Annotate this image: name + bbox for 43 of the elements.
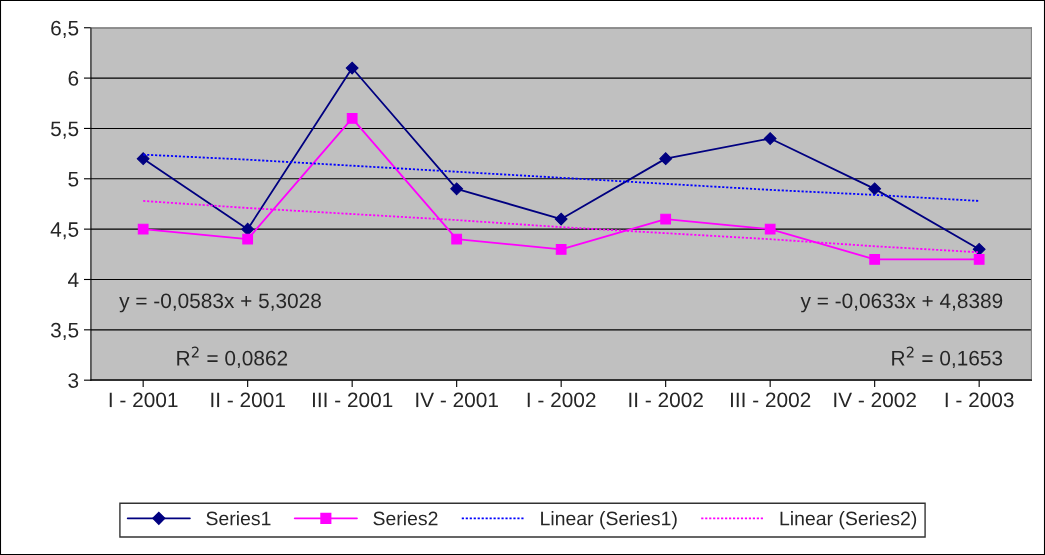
annotation: R$^{2}$ = 0,1653 <box>892 346 1003 369</box>
annotation: y = -0,0583x + 5,3028 <box>119 293 321 313</box>
point <box>972 242 986 256</box>
point <box>554 212 568 226</box>
y-tick-label: 6,5 <box>51 20 79 38</box>
x-tick-label: I - 2003 <box>945 392 1014 408</box>
point <box>137 223 149 235</box>
point <box>241 222 255 236</box>
x-tick-label: II - 2002 <box>629 392 703 408</box>
legend-label: Series1 <box>206 511 271 526</box>
y-tick-label: 4 <box>68 272 79 288</box>
point <box>450 182 464 196</box>
point <box>763 132 777 145</box>
y-tick-label: 5,5 <box>50 121 79 139</box>
legend-label: Linear (Series2) <box>780 511 917 530</box>
x-tick-label: II - 2001 <box>211 392 285 408</box>
x-tick-label: III - 2002 <box>730 392 811 408</box>
point <box>242 233 254 245</box>
point <box>451 233 463 245</box>
x-tick-label: I - 2001 <box>109 392 178 408</box>
point <box>346 112 358 124</box>
x-tick-label: IV - 2001 <box>416 392 498 408</box>
point <box>868 182 882 196</box>
point <box>660 213 672 225</box>
legend-label: Series2 <box>373 511 438 526</box>
y-tick-label: 3,5 <box>50 322 79 341</box>
x-tick-label: III - 2001 <box>312 392 393 408</box>
x-tick-label: I - 2002 <box>527 392 596 408</box>
x-tick-label: IV - 2002 <box>834 392 916 408</box>
point <box>555 243 567 255</box>
legend-label: Linear (Series1) <box>541 511 677 530</box>
point <box>345 61 359 75</box>
point <box>973 253 985 265</box>
y-tick-label: 3 <box>68 373 79 388</box>
y-tick-label: 4,5 <box>50 222 79 240</box>
point <box>764 223 776 235</box>
annotation: y = -0,0633x + 4,8389 <box>800 293 1003 313</box>
annotation: R$^{2}$ = 0,0862 <box>177 346 288 369</box>
point <box>659 152 673 166</box>
y-tick-label: 6 <box>68 71 79 86</box>
point <box>136 152 150 166</box>
point <box>869 253 881 265</box>
y-tick-label: 5 <box>68 172 79 187</box>
